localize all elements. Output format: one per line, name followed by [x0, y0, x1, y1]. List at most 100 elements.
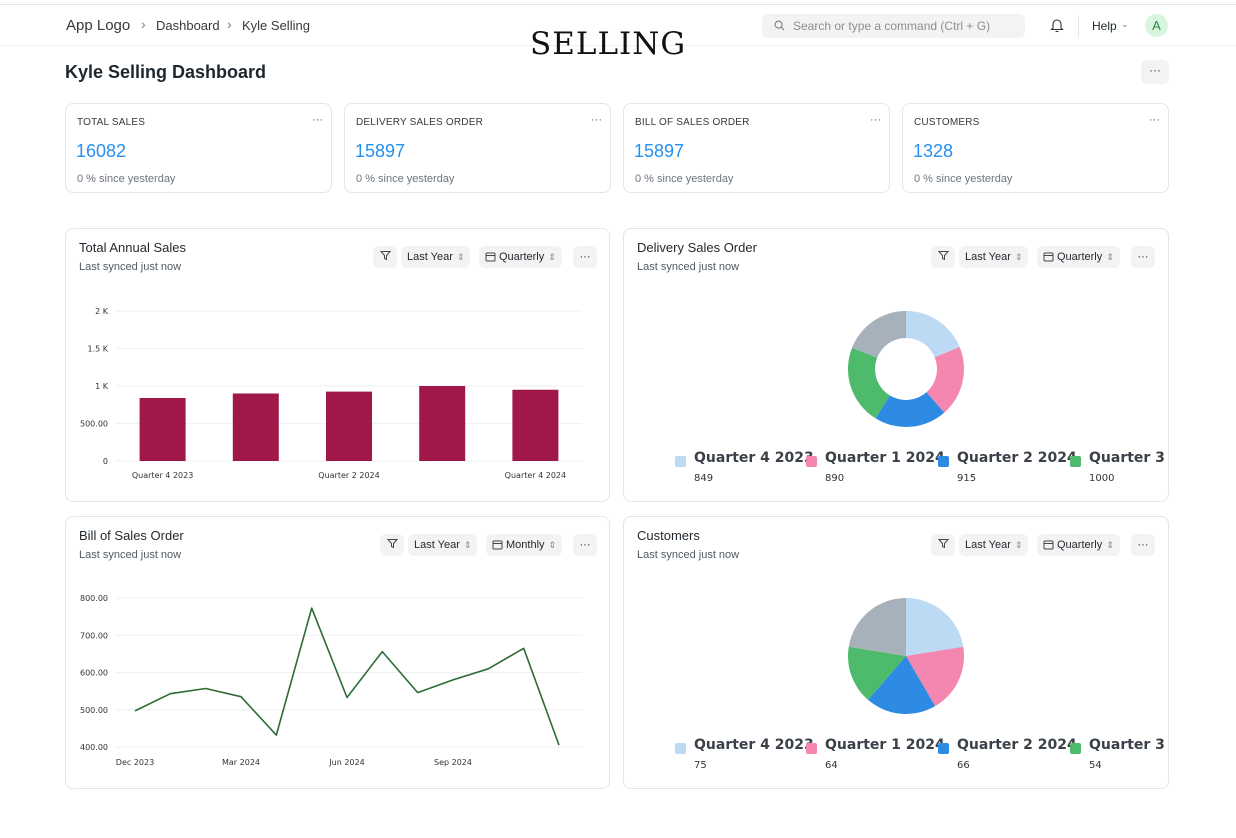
bar — [232, 393, 279, 461]
time-range-value: Last Year — [407, 251, 453, 263]
pie-slice — [926, 347, 965, 413]
time-range-select[interactable]: Last Year ⇕ — [959, 534, 1029, 556]
card-menu-button[interactable]: ··· — [312, 114, 323, 126]
filter-button[interactable] — [931, 534, 955, 556]
line-chart: 400.00 500.00 600.00 700.00 800.00 Dec 2023 Ma… — [80, 594, 582, 767]
pie-slice — [852, 311, 906, 358]
search-input[interactable]: Search or type a command (Ctrl + G) — [762, 14, 1025, 38]
legend-label: Quarter 4 2023 — [694, 450, 814, 466]
legend-value: 849 — [694, 473, 714, 484]
calendar-icon — [1043, 540, 1054, 550]
interval-select[interactable]: Quarterly ⇕ — [1037, 246, 1120, 268]
select-arrows-icon: ⇕ — [1106, 540, 1114, 550]
legend-label: Quarter 1 2024 — [825, 737, 945, 753]
pie-slice — [906, 598, 964, 656]
series-line — [134, 607, 560, 746]
chart-title: Total Annual Sales — [79, 240, 186, 255]
y-tick-label: 700.00 — [80, 631, 108, 640]
legend-swatch — [806, 743, 817, 754]
card-change-text: 0 % since yesterday — [356, 173, 455, 185]
calendar-icon — [1043, 252, 1054, 262]
chart-title: Customers — [637, 528, 700, 543]
interval-select[interactable]: Quarterly ⇕ — [1037, 534, 1120, 556]
chart-panel-delivery-sales-order: Delivery Sales Order Last synced just no… — [623, 228, 1169, 502]
card-menu-button[interactable]: ··· — [591, 114, 602, 126]
chart-sync-status: Last synced just now — [637, 261, 740, 273]
breadcrumb-dashboard[interactable]: Dashboard — [156, 18, 220, 33]
filter-icon — [937, 539, 949, 549]
chart-menu-button[interactable]: ··· — [573, 246, 597, 268]
card-label: CUSTOMERS — [914, 117, 980, 128]
chart-menu-button[interactable]: ··· — [1131, 534, 1155, 556]
card-change-text: 0 % since yesterday — [914, 173, 1013, 185]
card-value: 15897 — [634, 141, 685, 161]
app-logo[interactable]: App Logo — [66, 17, 131, 34]
legend-swatch — [938, 456, 949, 467]
avatar[interactable]: A — [1145, 14, 1168, 37]
legend-value: 1000 — [1089, 473, 1115, 484]
card-change-text: 0 % since yesterday — [635, 173, 734, 185]
time-range-select[interactable]: Last Year ⇕ — [408, 534, 478, 556]
bar-chart: 0 500.00 1 K 1.5 K 2 K Quarter 4 2023 Quarter … — [80, 307, 582, 480]
legend-value: 54 — [1089, 760, 1102, 771]
bar — [512, 389, 559, 461]
time-range-value: Last Year — [414, 539, 460, 551]
y-tick-label: 800.00 — [80, 594, 108, 603]
legend-value: 66 — [957, 760, 970, 771]
pie-slice — [847, 347, 890, 419]
time-range-select[interactable]: Last Year ⇕ — [401, 246, 471, 268]
bar — [139, 398, 186, 461]
page-watermark: SELLING — [530, 26, 687, 62]
chevron-down-icon: ⌄ — [1121, 19, 1129, 29]
bar — [419, 386, 466, 461]
legend-swatch — [1070, 456, 1081, 467]
legend-value: 75 — [694, 760, 707, 771]
legend-label: Quarter 2 2024 — [957, 737, 1077, 753]
legend-label: Quarter 2 2024 — [957, 450, 1077, 466]
chevron-right-icon: › — [227, 16, 232, 32]
filter-button[interactable] — [931, 246, 955, 268]
legend-label: Quarter 4 2023 — [694, 737, 814, 753]
number-card-customers: CUSTOMERS ··· 1328 0 % since yesterday — [902, 103, 1169, 193]
card-value: 1328 — [913, 141, 954, 161]
card-change-text: 0 % since yesterday — [77, 173, 176, 185]
chart-title: Delivery Sales Order — [637, 240, 757, 255]
divider — [1078, 15, 1079, 37]
filter-button[interactable] — [373, 246, 397, 268]
x-tick-label: Quarter 4 2023 — [132, 471, 193, 480]
breadcrumb-kyle-selling[interactable]: Kyle Selling — [242, 18, 310, 33]
pie-slice — [875, 392, 945, 428]
filter-button[interactable] — [380, 534, 404, 556]
y-tick-label: 500.00 — [80, 706, 108, 715]
y-tick-label: 500.00 — [80, 420, 108, 429]
select-arrows-icon: ⇕ — [1106, 252, 1114, 262]
bar — [326, 391, 372, 461]
time-range-select[interactable]: Last Year ⇕ — [959, 246, 1029, 268]
y-tick-label: 2 K — [95, 307, 109, 316]
interval-select[interactable]: Monthly ⇕ — [486, 534, 563, 556]
legend-label: Quarter 1 2024 — [825, 450, 945, 466]
card-menu-button[interactable]: ··· — [1149, 114, 1160, 126]
calendar-icon — [485, 252, 496, 262]
chart-menu-button[interactable]: ··· — [1131, 246, 1155, 268]
chart-menu-button[interactable]: ··· — [573, 534, 597, 556]
chart-panel-total-annual-sales: Total Annual Sales Last synced just now … — [65, 228, 610, 502]
help-menu-button[interactable]: Help — [1092, 19, 1117, 33]
legend-label: Quarter 3 2 — [1089, 737, 1168, 753]
card-menu-button[interactable]: ··· — [870, 114, 881, 126]
search-icon — [774, 20, 785, 31]
card-label: TOTAL SALES — [77, 117, 146, 128]
card-value: 16082 — [76, 141, 127, 161]
notification-bell-icon[interactable] — [1050, 17, 1064, 33]
time-range-value: Last Year — [965, 251, 1011, 263]
interval-select[interactable]: Quarterly ⇕ — [479, 246, 562, 268]
page-more-button[interactable]: ··· — [1141, 60, 1169, 84]
top-navbar: App Logo › Dashboard › Kyle Selling Sear… — [0, 4, 1236, 46]
select-arrows-icon: ⇕ — [463, 540, 472, 550]
select-arrows-icon: ⇕ — [456, 252, 465, 262]
legend-swatch — [675, 743, 686, 754]
interval-value: Quarterly — [1057, 539, 1103, 551]
chevron-right-icon: › — [141, 16, 146, 32]
pie-slice — [906, 646, 964, 707]
pie-slice — [867, 656, 936, 715]
